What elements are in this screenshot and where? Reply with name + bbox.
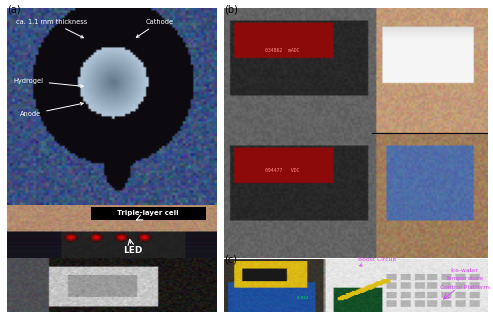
Text: Anode: Anode bbox=[20, 102, 83, 117]
Text: Triple-layer cell: Triple-layer cell bbox=[117, 210, 178, 216]
Text: Hydrogel: Hydrogel bbox=[14, 78, 83, 87]
Text: (a): (a) bbox=[7, 5, 21, 15]
Text: (b): (b) bbox=[224, 5, 238, 15]
Text: 034862  mADC: 034862 mADC bbox=[265, 48, 300, 53]
Text: Boost Circuit: Boost Circuit bbox=[358, 257, 396, 266]
Text: Ice-water: Ice-water bbox=[450, 268, 478, 273]
Text: Cathode: Cathode bbox=[137, 19, 174, 37]
Bar bbox=[91, 207, 207, 220]
Text: 094477   VDC: 094477 VDC bbox=[265, 168, 300, 173]
Text: Temperature: Temperature bbox=[445, 276, 484, 281]
Text: Control Platform: Control Platform bbox=[440, 285, 489, 290]
Text: LED: LED bbox=[123, 246, 143, 255]
Text: ca. 1.1 mm thickness: ca. 1.1 mm thickness bbox=[16, 19, 87, 38]
Text: 0.062: 0.062 bbox=[297, 296, 310, 300]
Text: (c): (c) bbox=[224, 254, 237, 264]
